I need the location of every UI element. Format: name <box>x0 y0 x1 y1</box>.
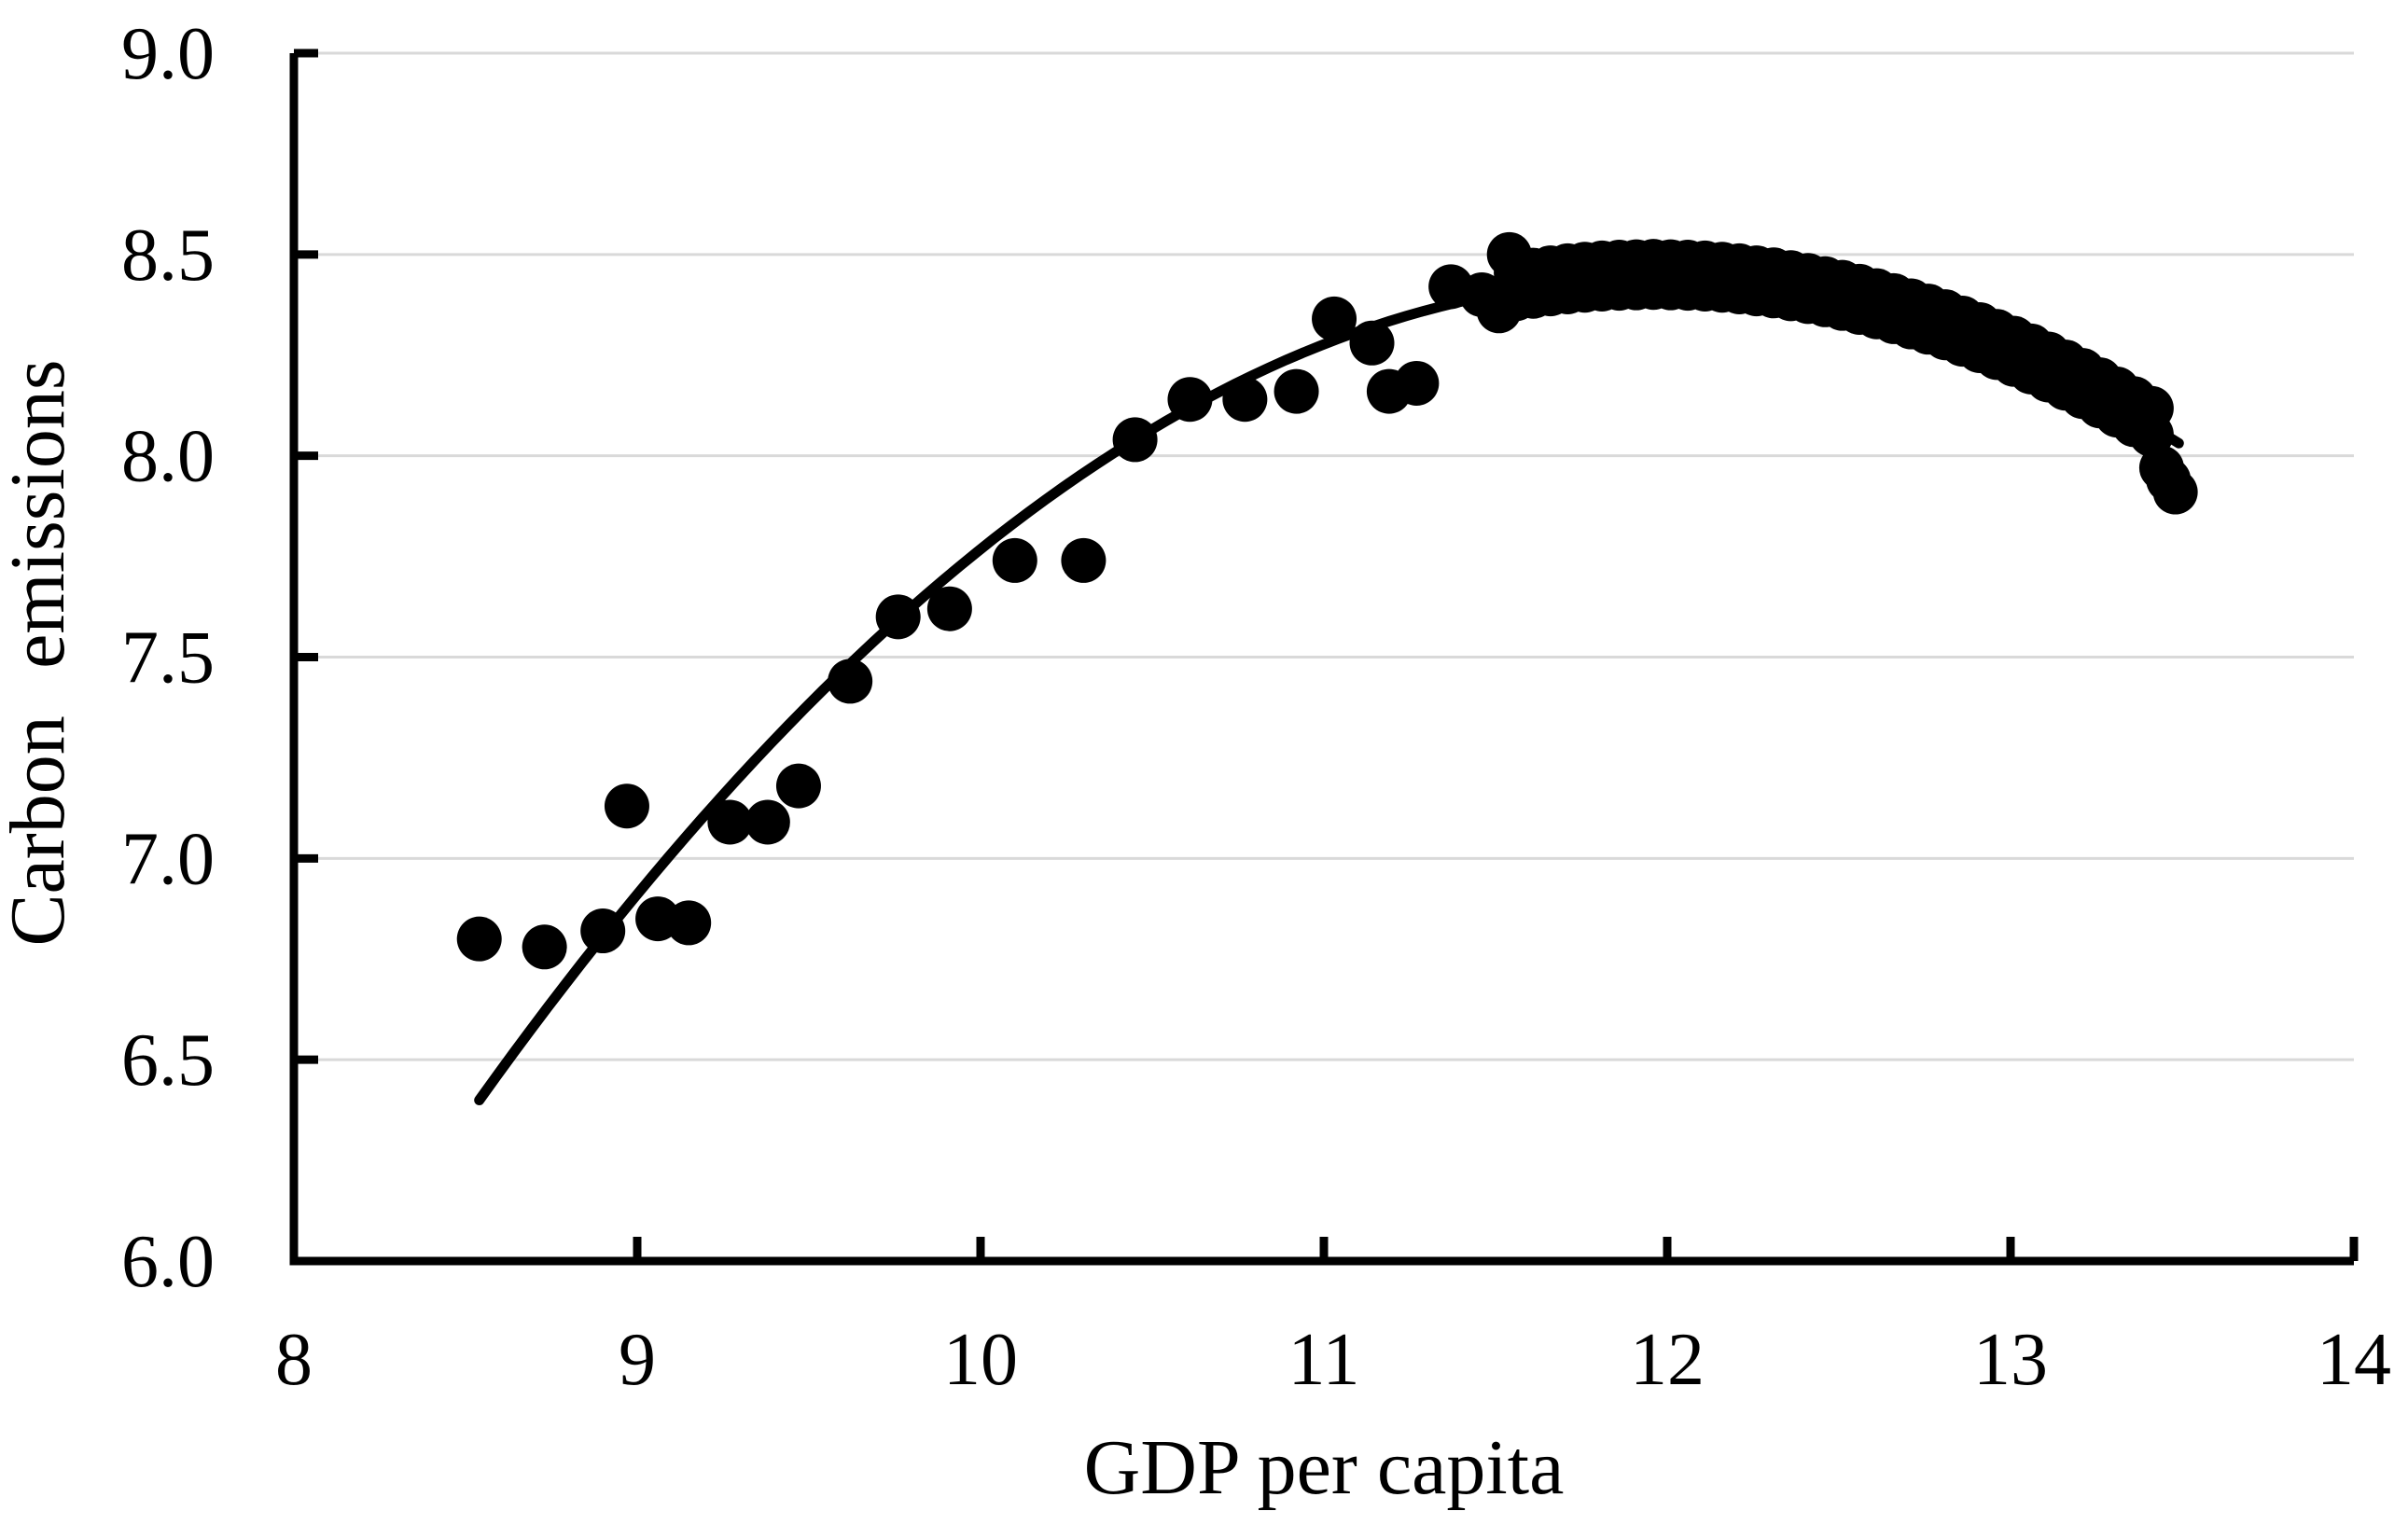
y-tick-labels: 9.0 8.5 8.0 7.5 7.0 6.5 6.0 <box>121 13 215 1303</box>
x-tick-label: 12 <box>1630 1319 1705 1401</box>
x-tick-labels: 8 9 10 11 12 13 14 <box>275 1319 2391 1401</box>
y-tick-label: 9.0 <box>121 13 215 95</box>
scatter-point <box>666 900 712 946</box>
band-point <box>2152 469 2198 515</box>
x-tick-label: 10 <box>943 1319 1018 1401</box>
scatter-point <box>1476 288 1522 334</box>
scatter-point <box>1349 320 1395 366</box>
scatter-point <box>456 916 502 962</box>
y-tick-label: 7.0 <box>121 818 215 900</box>
x-tick-label: 9 <box>619 1319 656 1401</box>
scatter-point <box>1312 296 1357 341</box>
y-tick-label: 8.5 <box>121 215 215 297</box>
y-tick-label: 6.5 <box>121 1019 215 1102</box>
scatter-point <box>1061 537 1107 583</box>
gridlines <box>294 51 2354 1263</box>
x-tick-label: 14 <box>2317 1319 2391 1401</box>
scatter-point <box>1222 377 1268 423</box>
y-tick-label: 6.0 <box>121 1221 215 1303</box>
scatter-point <box>1274 368 1319 414</box>
y-axis-title: Carbon emissions <box>0 359 81 946</box>
x-axis-title: GDP per capita <box>1084 1424 1565 1511</box>
scatter-point <box>1167 377 1213 423</box>
scatter-point <box>1486 231 1532 277</box>
scatter-point <box>828 659 873 704</box>
y-tick-label: 7.5 <box>121 617 215 700</box>
fit-curve-line <box>474 274 2184 1105</box>
scatter-point <box>745 799 790 845</box>
scatter-point <box>992 537 1037 583</box>
scatter-point <box>522 924 567 970</box>
scatter-point <box>604 783 649 829</box>
scatter-point <box>875 594 921 640</box>
x-tick-label: 11 <box>1288 1319 1359 1401</box>
scatter-point <box>1112 417 1158 463</box>
x-tick-label: 8 <box>275 1319 313 1401</box>
y-tick-label: 8.0 <box>121 416 215 498</box>
scatter-points <box>456 231 1532 970</box>
scatter-point <box>1394 360 1440 406</box>
scatter-point <box>580 908 626 954</box>
axis-ticks <box>294 49 2359 1266</box>
scatter-point <box>926 586 972 631</box>
scatter-point <box>775 763 821 809</box>
x-tick-label: 13 <box>1973 1319 2048 1401</box>
scatter-point <box>707 799 753 845</box>
